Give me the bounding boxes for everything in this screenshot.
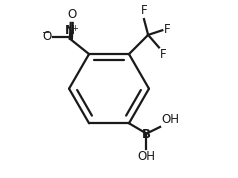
Text: −: − <box>42 28 50 38</box>
Text: F: F <box>164 23 170 36</box>
Text: +: + <box>71 24 78 33</box>
Text: N: N <box>65 24 75 37</box>
Text: F: F <box>141 4 147 17</box>
Text: B: B <box>142 128 151 141</box>
Text: F: F <box>160 48 167 61</box>
Text: O: O <box>68 8 77 21</box>
Text: O: O <box>43 30 52 43</box>
Text: OH: OH <box>138 150 155 163</box>
Text: OH: OH <box>161 113 179 126</box>
